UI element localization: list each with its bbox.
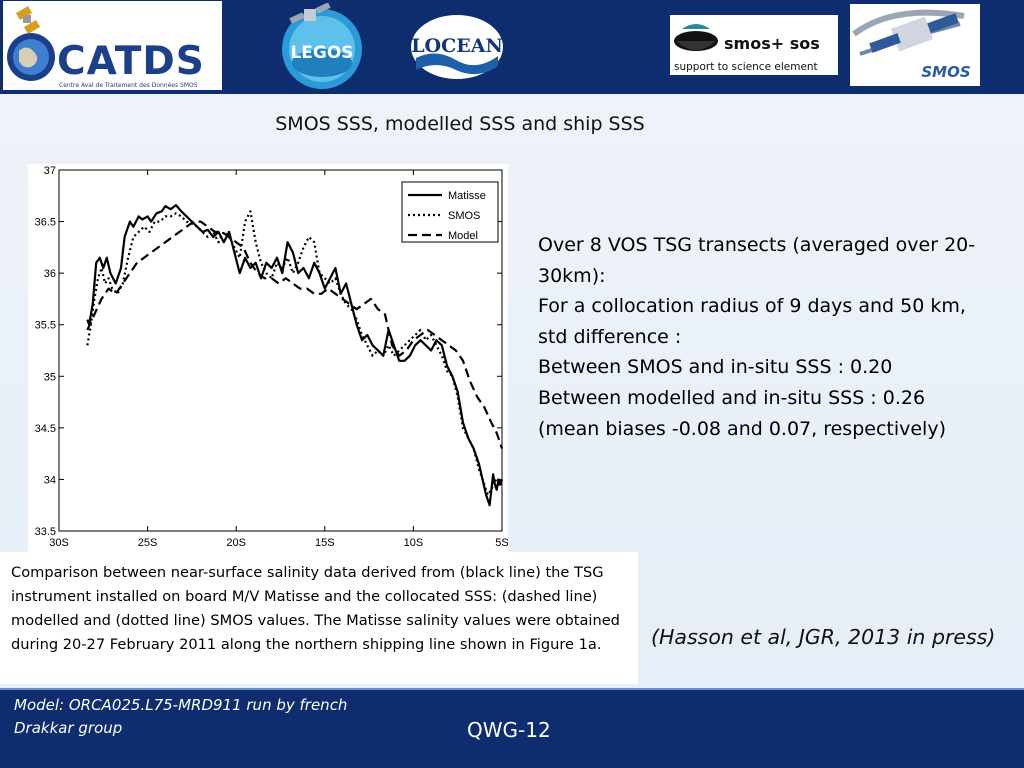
summary-line: 30km): [538, 264, 606, 287]
y-tick-label: 34 [44, 474, 56, 486]
summary-line: Between SMOS and in-situ SSS : 0.20 [538, 356, 893, 379]
figure-caption-text: Comparison between near-surface salinity… [11, 564, 620, 654]
legos-logo: LEGOS [276, 3, 368, 91]
y-tick-label: 34.5 [35, 423, 56, 435]
smos-logo: SMOS [850, 4, 980, 86]
summary-text: Over 8 VOS TSG transects (averaged over … [538, 230, 1018, 444]
x-tick-label: 15S [315, 537, 335, 549]
summary-line: Over 8 VOS TSG transects (averaged over … [538, 234, 976, 256]
smos-sos-logo-text: smos+ sos [724, 34, 820, 53]
series-line-matisse [86, 203, 504, 507]
summary-line: Between modelled and in-situ SSS : 0.26 [538, 386, 926, 409]
series-line-smos [86, 210, 503, 496]
x-tick-label: 10S [404, 537, 424, 549]
legend-label: Model [448, 230, 478, 242]
summary-line: (mean biases -0.08 and 0.07, respectivel… [538, 417, 946, 440]
smos-sos-logo-subtext: support to science element [674, 61, 818, 73]
locean-logo: LOCEAN [410, 14, 504, 80]
salinity-line-chart: 33.5 34 34.5 35 35.5 36 36.5 37 30S 25S 20S 15S 10S 5… [28, 164, 508, 552]
smos-sos-logo: smos+ sos support to science element [670, 15, 838, 75]
header-bar: CATDS Centre Aval de Traitement des Donn… [0, 0, 1024, 94]
summary-line: std difference : [538, 325, 682, 348]
y-tick-label: 36.5 [35, 217, 56, 229]
x-tick-label: 20S [226, 537, 246, 549]
catds-logo-subtext: Centre Aval de Traitement des Données SM… [59, 82, 198, 89]
chart-svg: 33.5 34 34.5 35 35.5 36 36.5 37 30S 25S 20S 15S 10S 5… [35, 165, 508, 549]
series-line-model [86, 220, 504, 449]
model-note: Model: ORCA025.L75-MRD911 run by french … [14, 696, 348, 737]
legend-box [401, 181, 499, 243]
x-tick-label: 30S [49, 537, 69, 549]
x-tick-label: 25S [138, 537, 158, 549]
y-tick-label: 35 [44, 371, 56, 383]
y-tick-label: 33.5 [35, 526, 56, 538]
catds-logo: CATDS Centre Aval de Traitement des Donn… [3, 1, 222, 90]
footer-bar: Model: ORCA025.L75-MRD911 run by french … [0, 688, 1024, 768]
x-tick-label: 5S [495, 537, 508, 549]
legend-label: SMOS [448, 210, 480, 222]
locean-logo-text: LOCEAN [411, 35, 503, 57]
y-tick-label: 35.5 [35, 320, 56, 332]
smos-logo-text: SMOS [921, 63, 970, 81]
summary-line: For a collocation radius of 9 days and 5… [538, 295, 966, 318]
catds-logo-text: CATDS [57, 39, 205, 84]
meeting-label: QWG-12 [467, 718, 551, 742]
legos-logo-text: LEGOS [290, 43, 353, 63]
figure-caption: Comparison between near-surface salinity… [0, 552, 638, 684]
slide-title: SMOS SSS, modelled SSS and ship SSS [275, 113, 645, 135]
legend-label: Matisse [448, 190, 486, 202]
citation: (Hasson et al, JGR, 2013 in press) [651, 625, 996, 649]
y-tick-label: 36 [44, 268, 56, 280]
y-tick-label: 37 [44, 165, 56, 177]
